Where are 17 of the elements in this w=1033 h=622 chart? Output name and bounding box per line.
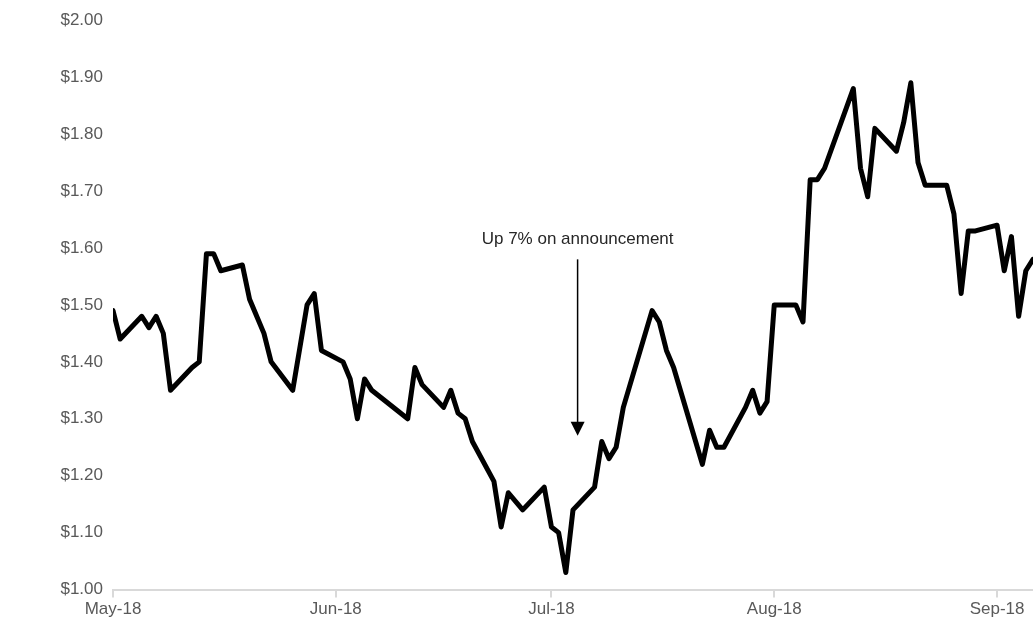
y-tick-label: $1.20: [60, 465, 103, 485]
x-tick-label: Jul-18: [528, 599, 575, 619]
x-tick-label: Aug-18: [746, 599, 802, 619]
y-tick-label: $1.30: [60, 408, 103, 428]
annotation: Up 7% on announcement: [481, 228, 674, 248]
y-tick-label: $1.70: [60, 180, 103, 200]
y-tick-label: $1.60: [60, 237, 103, 257]
y-tick-label: $1.10: [60, 522, 103, 542]
y-tick-label: $1.00: [60, 579, 103, 599]
y-tick-label: $1.50: [60, 294, 103, 314]
y-tick-label: $2.00: [60, 9, 103, 29]
y-tick-label: $1.80: [60, 123, 103, 143]
x-tick-label: May-18: [84, 599, 142, 619]
x-tick-label: Jun-18: [309, 599, 362, 619]
y-tick-label: $1.40: [60, 351, 103, 371]
y-tick-label: $1.90: [60, 66, 103, 86]
x-tick-label: Sep-18: [969, 599, 1025, 619]
